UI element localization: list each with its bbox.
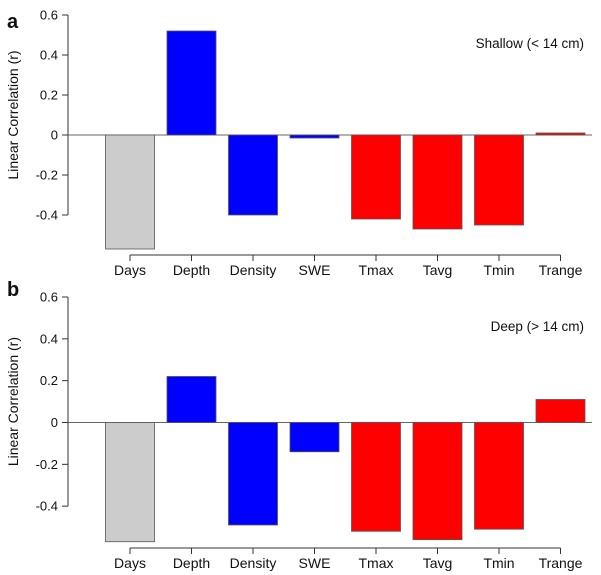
y-axis-label: Linear Correlation (r) — [5, 337, 21, 466]
y-tick-label: 0.6 — [40, 290, 58, 305]
bar-density — [228, 422, 278, 526]
y-tick-label: 0.2 — [40, 373, 58, 388]
panel-letter: a — [7, 11, 19, 33]
y-axis-label: Linear Correlation (r) — [5, 50, 21, 179]
x-tick-label: Trange — [539, 555, 583, 571]
panel-letter: b — [7, 279, 19, 301]
bar-swe — [289, 422, 340, 453]
y-tick-label: 0.4 — [40, 48, 58, 63]
bar-depth — [166, 30, 217, 136]
bar-tavg — [412, 422, 463, 541]
bar-tmax — [351, 422, 401, 532]
x-tick-label: SWE — [299, 262, 331, 278]
bar-depth — [166, 376, 217, 423]
bar-tmax — [351, 134, 401, 220]
x-tick-label: Days — [114, 555, 146, 571]
bar-days — [105, 422, 155, 543]
panel-annotation: Shallow (< 14 cm) — [476, 36, 584, 51]
y-tick-label: 0 — [51, 415, 58, 430]
panel-b: b Deep (> 14 cm) Linear Correlation (r) 0.6… — [5, 279, 592, 571]
y-tick-label: -0.4 — [36, 208, 58, 223]
x-tick-label: Tavg — [423, 262, 453, 278]
x-tick-label: Tmin — [483, 262, 514, 278]
y-tick-label: 0.6 — [40, 8, 58, 23]
x-tick-label: Density — [230, 262, 277, 278]
y-tick-label: -0.4 — [36, 499, 58, 514]
x-tick-label: Depth — [173, 555, 210, 571]
x-tick-label: Days — [114, 262, 146, 278]
bar-tmin — [474, 134, 524, 226]
y-tick-label: -0.2 — [36, 168, 58, 183]
bar-trange — [535, 132, 586, 136]
bar-tmin — [474, 422, 524, 530]
y-tick-label: -0.2 — [36, 457, 58, 472]
x-tick-label: Trange — [539, 262, 583, 278]
x-tick-label: Tmin — [483, 555, 514, 571]
bar-swe — [289, 134, 340, 139]
bar-tavg — [412, 134, 463, 230]
x-tick-label: Depth — [173, 262, 210, 278]
bar-days — [105, 134, 155, 250]
bar-density — [228, 134, 278, 216]
y-tick-label: 0.2 — [40, 88, 58, 103]
x-tick-label: Tmax — [359, 262, 394, 278]
x-tick-label: SWE — [299, 555, 331, 571]
panel-annotation: Deep (> 14 cm) — [491, 319, 584, 334]
x-tick-label: Tmax — [359, 555, 394, 571]
panel-a: a Shallow (< 14 cm) Linear Correlation (r)… — [5, 8, 592, 278]
y-tick-label: 0 — [51, 128, 58, 143]
y-tick-label: 0.4 — [40, 331, 58, 346]
bar-trange — [535, 399, 586, 423]
x-tick-label: Tavg — [423, 555, 453, 571]
x-tick-label: Density — [230, 555, 277, 571]
